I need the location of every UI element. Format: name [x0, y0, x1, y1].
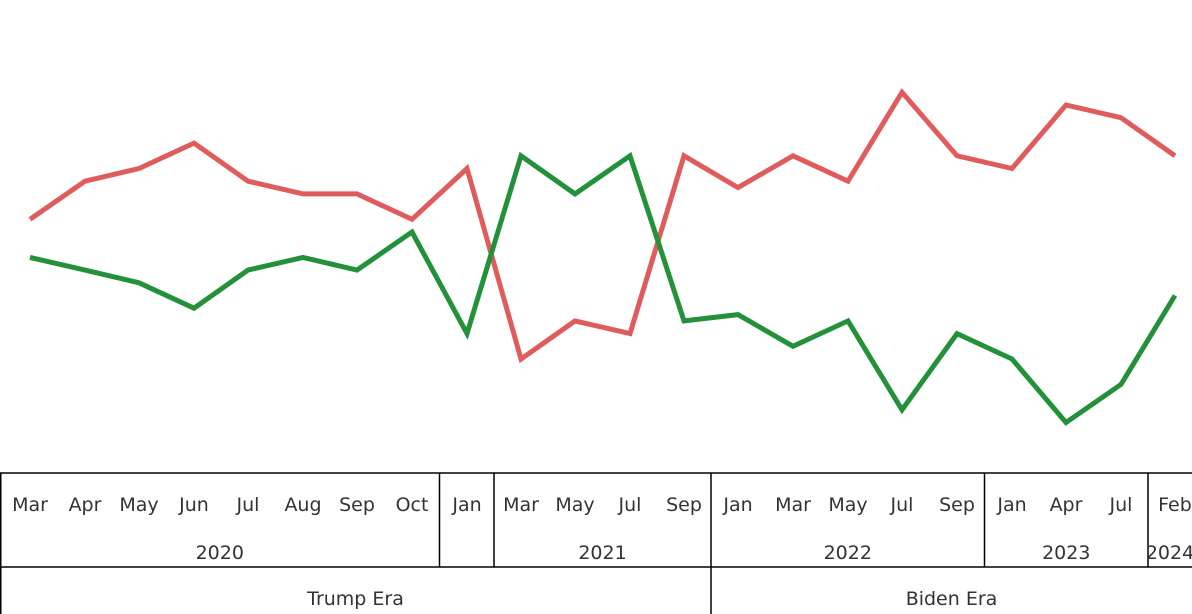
x-tick-label: May	[828, 494, 867, 516]
x-tick-label: Mar	[12, 494, 48, 516]
x-tick-label: May	[119, 494, 158, 516]
x-tick-label: Jul	[1109, 494, 1133, 516]
x-tick-label: Jan	[451, 494, 481, 516]
x-tick-label: Apr	[69, 494, 102, 516]
year-label: 2023	[1042, 542, 1090, 564]
x-tick-label: Sep	[939, 494, 975, 516]
year-label: 2022	[824, 542, 872, 564]
era-label: Biden Era	[906, 588, 998, 610]
x-tick-label: Sep	[339, 494, 375, 516]
x-tick-label: Jun	[178, 494, 209, 516]
x-tick-label: Feb	[1158, 494, 1192, 516]
x-tick-label: Jan	[996, 494, 1026, 516]
year-label: 2021	[578, 542, 626, 564]
series-line-1	[28, 88, 1177, 364]
x-tick-label: Oct	[396, 494, 429, 516]
x-tick-label: Apr	[1050, 494, 1083, 516]
x-tick-label: Jan	[722, 494, 752, 516]
x-tick-label: Aug	[284, 494, 321, 516]
year-label: 2024	[1146, 542, 1192, 564]
series-layer	[28, 88, 1178, 426]
x-tick-label: Jul	[890, 494, 914, 516]
x-tick-label: Mar	[503, 494, 539, 516]
year-label: 2020	[196, 542, 244, 564]
x-tick-label: Mar	[775, 494, 811, 516]
x-axis: Mar Apr May Jun Jul Aug Sep Oct Jan Mar May Jul Sep J…	[0, 472, 1192, 614]
series-line-2	[29, 151, 1178, 426]
era-label: Trump Era	[306, 588, 404, 610]
x-tick-label: Jul	[236, 494, 260, 516]
x-tick-label: May	[555, 494, 594, 516]
x-tick-label: Jul	[618, 494, 642, 516]
x-tick-label: Sep	[666, 494, 702, 516]
